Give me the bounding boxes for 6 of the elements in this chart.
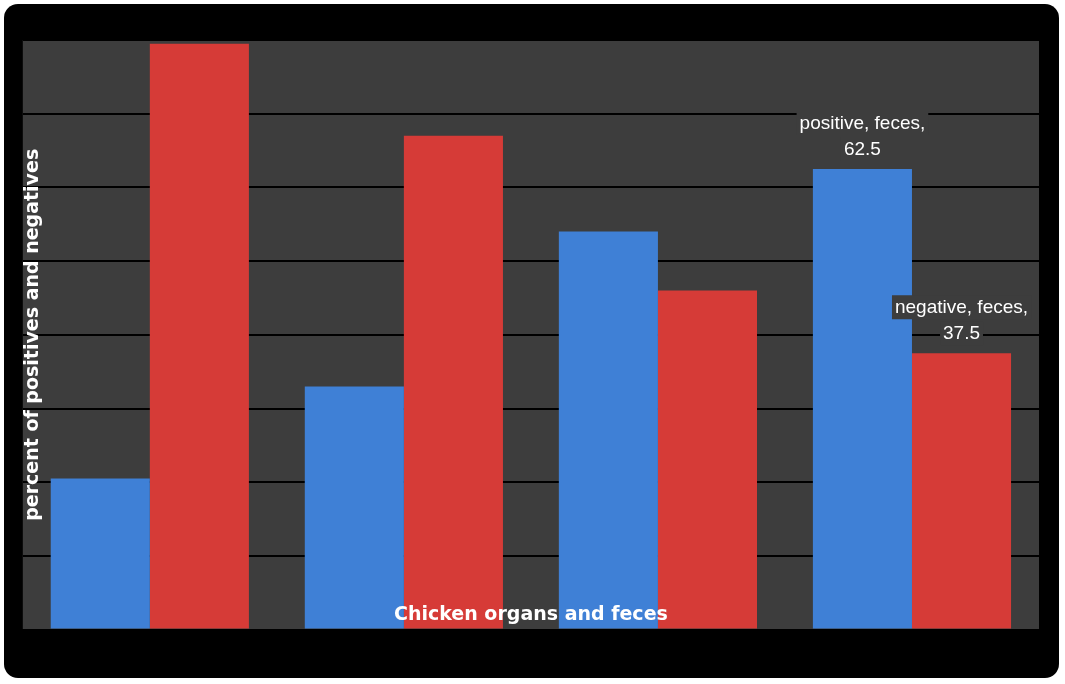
bar: [50, 478, 150, 629]
bar: [911, 353, 1012, 629]
y-axis-title: percent of positives and negatives: [20, 148, 43, 521]
data-label: positive, feces, 62.5: [799, 111, 926, 159]
data-label: negative, feces, 37.5: [894, 296, 1029, 344]
bar: [149, 43, 249, 629]
